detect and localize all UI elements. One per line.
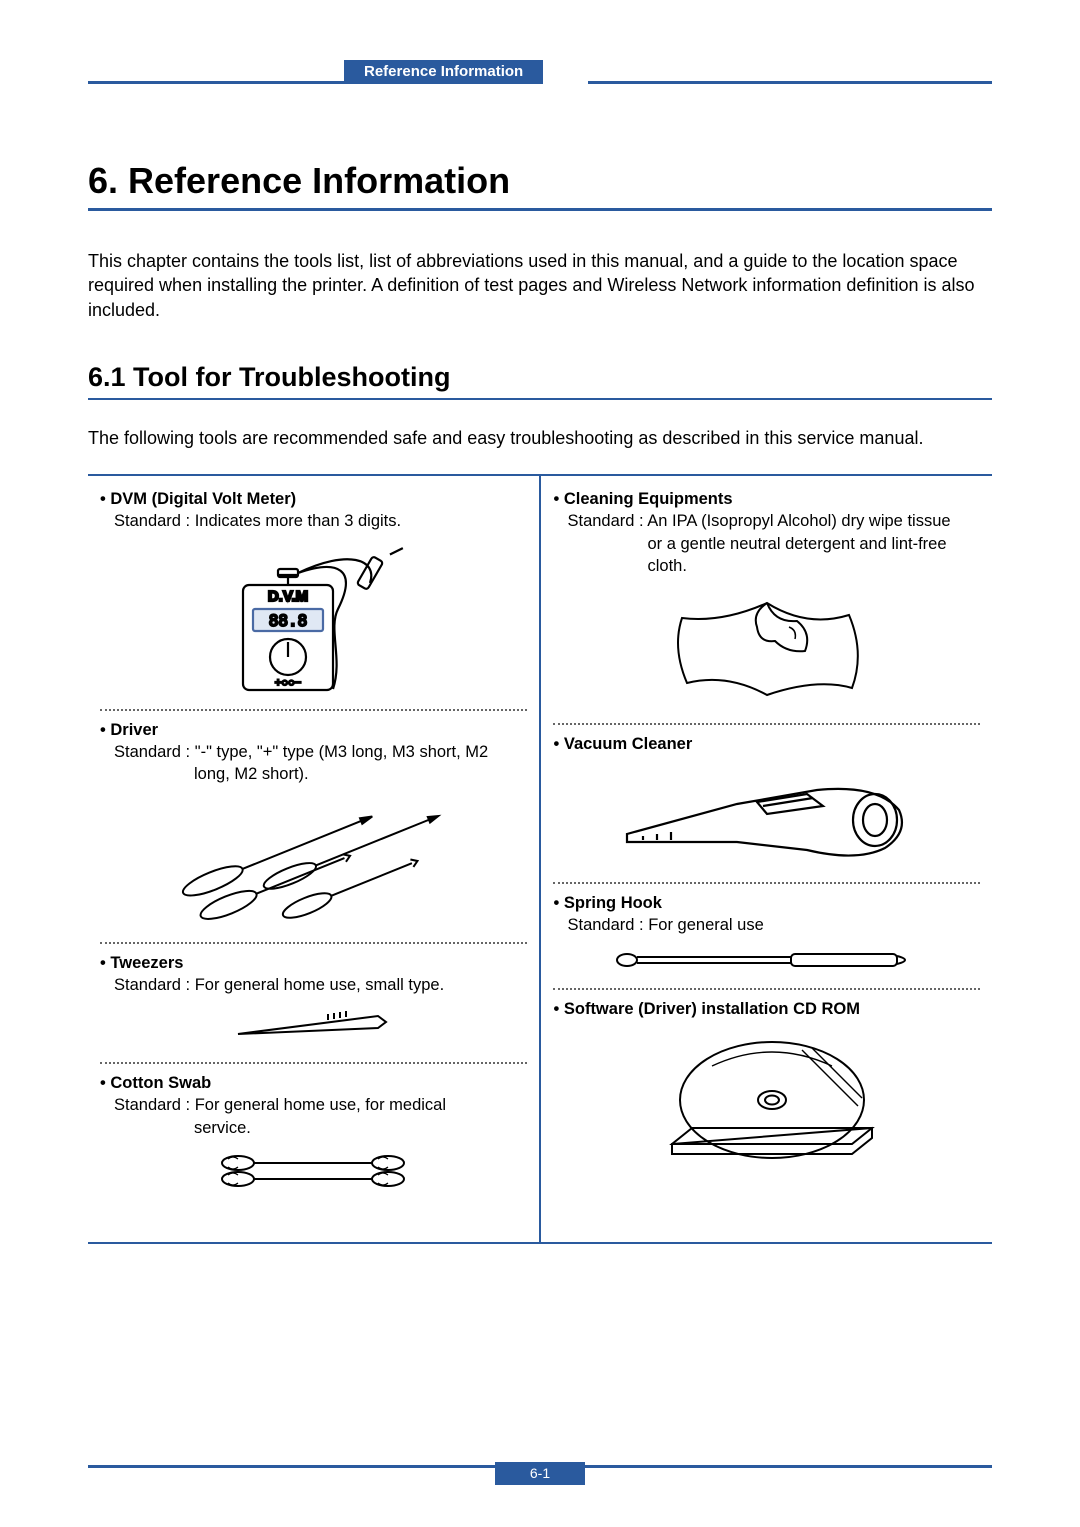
tool-tweezers-desc: Standard : For general home use, small t… xyxy=(100,974,527,996)
tool-cotton-title: Cotton Swab xyxy=(100,1072,527,1094)
spring-hook-icon xyxy=(607,942,927,978)
screwdriver-icon xyxy=(153,792,473,932)
page-title: 6. Reference Information xyxy=(88,160,992,211)
tool-cotton-desc: Standard : For general home use, for med… xyxy=(100,1094,527,1139)
section-title: 6.1 Tool for Troubleshooting xyxy=(88,362,992,400)
page: Reference Information 6. Reference Infor… xyxy=(0,0,1080,1527)
intro-paragraph: This chapter contains the tools list, li… xyxy=(88,249,992,322)
footer-rule-right xyxy=(585,1465,992,1468)
divider xyxy=(100,709,527,711)
tool-driver: Driver Standard : "-" type, "+" type (M3… xyxy=(100,719,527,932)
tool-spring: Spring Hook Standard : For general use xyxy=(553,892,980,979)
tool-vacuum-title: Vacuum Cleaner xyxy=(553,733,980,755)
divider xyxy=(553,723,980,725)
dvm-display: 88.8 xyxy=(269,611,308,630)
tool-driver-desc: Standard : "-" type, "+" type (M3 long, … xyxy=(100,741,527,786)
tool-vacuum: Vacuum Cleaner xyxy=(553,733,980,871)
tool-cdrom-title: Software (Driver) installation CD ROM xyxy=(553,998,980,1020)
footer-rule-left xyxy=(88,1465,495,1468)
divider xyxy=(553,988,980,990)
header-rule-right xyxy=(588,81,992,84)
vacuum-icon xyxy=(607,762,927,872)
tool-cleaning-title: Cleaning Equipments xyxy=(553,488,980,510)
tool-dvm-desc: Standard : Indicates more than 3 digits. xyxy=(100,510,527,532)
tool-tweezers-title: Tweezers xyxy=(100,952,527,974)
header-band: Reference Information xyxy=(88,60,992,84)
tool-cleaning: Cleaning Equipments Standard : An IPA (I… xyxy=(553,488,980,713)
tool-cotton: Cotton Swab Standard : For general home … xyxy=(100,1072,527,1195)
divider xyxy=(100,1062,527,1064)
header-tab: Reference Information xyxy=(344,60,543,84)
tool-dvm-title: DVM (Digital Volt Meter) xyxy=(100,488,527,510)
dvm-icon: D.V.M 88.8 +○○− xyxy=(218,539,408,699)
cotton-swab-icon xyxy=(213,1145,413,1195)
tool-spring-title: Spring Hook xyxy=(553,892,980,914)
tool-dvm: DVM (Digital Volt Meter) Standard : Indi… xyxy=(100,488,527,699)
footer: 6-1 xyxy=(88,1465,992,1489)
tool-spring-desc: Standard : For general use xyxy=(553,914,980,936)
cdrom-icon xyxy=(652,1026,882,1176)
tools-right-column: Cleaning Equipments Standard : An IPA (I… xyxy=(541,476,992,1242)
tools-left-column: DVM (Digital Volt Meter) Standard : Indi… xyxy=(88,476,539,1242)
divider xyxy=(100,942,527,944)
tweezers-icon xyxy=(218,1002,408,1052)
tool-cleaning-desc: Standard : An IPA (Isopropyl Alcohol) dr… xyxy=(553,510,980,577)
svg-text:+○○−: +○○− xyxy=(275,677,301,689)
divider xyxy=(553,882,980,884)
footer-page-number: 6-1 xyxy=(495,1462,585,1485)
tool-driver-title: Driver xyxy=(100,719,527,741)
dvm-label: D.V.M xyxy=(268,588,308,605)
cloth-icon xyxy=(657,583,877,713)
tools-container: DVM (Digital Volt Meter) Standard : Indi… xyxy=(88,474,992,1244)
tool-tweezers: Tweezers Standard : For general home use… xyxy=(100,952,527,1053)
section-intro: The following tools are recommended safe… xyxy=(88,426,992,450)
tool-cdrom: Software (Driver) installation CD ROM xyxy=(553,998,980,1176)
header-rule-left xyxy=(88,81,344,84)
